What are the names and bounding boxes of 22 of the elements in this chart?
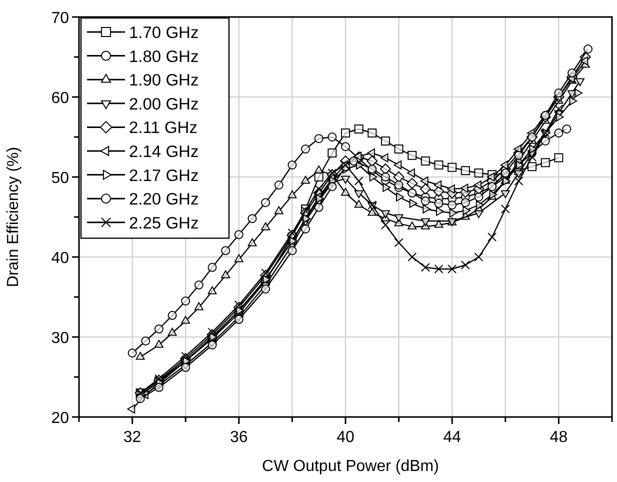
y-tick-label: 70	[51, 10, 70, 27]
legend-label: 2.17 GHz	[129, 166, 199, 185]
legend-label: 2.11 GHz	[129, 119, 198, 138]
y-axis-title: Drain Efficiency (%)	[5, 146, 22, 288]
y-tick-label: 50	[51, 170, 70, 187]
legend-label: 2.25 GHz	[129, 214, 199, 232]
y-tick-label: 20	[51, 410, 70, 427]
legend-label: 1.90 GHz	[129, 72, 199, 90]
x-tick-label: 48	[550, 429, 568, 446]
legend-label: 2.00 GHz	[129, 95, 199, 114]
y-tick-label: 30	[51, 330, 70, 347]
y-tick-label: 40	[51, 250, 70, 267]
x-axis-title: CW Output Power (dBm)	[262, 458, 439, 475]
x-tick-label: 44	[443, 429, 462, 446]
y-tick-label: 60	[51, 90, 70, 107]
legend-label: 1.80 GHz	[129, 48, 199, 66]
x-tick-label: 36	[230, 429, 248, 446]
legend-label: 1.70 GHz	[129, 24, 199, 42]
legend-label: 2.14 GHz	[129, 143, 199, 161]
legend-label: 2.20 GHz	[129, 190, 199, 209]
x-tick-label: 32	[123, 429, 142, 446]
x-tick-label: 40	[336, 429, 354, 446]
